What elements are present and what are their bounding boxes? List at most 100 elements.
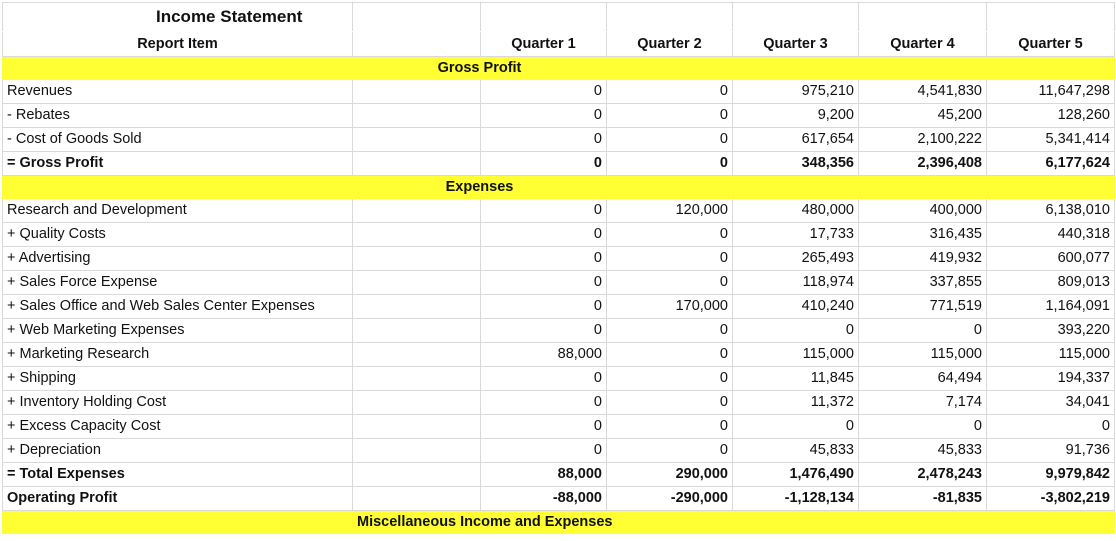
quarter-5-value[interactable]: 809,013 (986, 270, 1115, 295)
quarter-1-value[interactable]: 0 (480, 366, 607, 391)
quarter-3-value[interactable]: 480,000 (732, 198, 859, 223)
row-label[interactable]: + Inventory Holding Cost (2, 390, 353, 415)
quarter-3-value[interactable]: 617,654 (732, 127, 859, 152)
quarter-4-header[interactable]: Quarter 4 (858, 31, 987, 57)
quarter-1-value[interactable]: 0 (480, 103, 607, 128)
quarter-5-value[interactable]: 0 (986, 414, 1115, 439)
quarter-4-value[interactable]: 4,541,830 (858, 79, 987, 104)
quarter-4-value[interactable]: 2,100,222 (858, 127, 987, 152)
quarter-1-value[interactable]: 0 (480, 270, 607, 295)
quarter-4-value[interactable]: 7,174 (858, 390, 987, 415)
row-label[interactable]: + Excess Capacity Cost (2, 414, 353, 439)
quarter-4-value[interactable]: -81,835 (858, 486, 987, 511)
quarter-5-value[interactable]: 393,220 (986, 318, 1115, 343)
quarter-4-value[interactable]: 337,855 (858, 270, 987, 295)
quarter-3-value[interactable]: 975,210 (732, 79, 859, 104)
row-label[interactable]: + Advertising (2, 246, 353, 271)
quarter-1-value[interactable]: 0 (480, 127, 607, 152)
quarter-1-value[interactable]: 0 (480, 414, 607, 439)
expenses-section-label[interactable]: Expenses (352, 175, 607, 199)
row-label[interactable]: + Sales Force Expense (2, 270, 353, 295)
quarter-1-value[interactable]: 88,000 (480, 462, 607, 487)
quarter-2-value[interactable]: 0 (606, 103, 733, 128)
quarter-3-value[interactable]: 265,493 (732, 246, 859, 271)
quarter-2-value[interactable]: 290,000 (606, 462, 733, 487)
quarter-5-value[interactable]: 1,164,091 (986, 294, 1115, 319)
row-label[interactable]: Revenues (2, 79, 353, 104)
quarter-5-value[interactable]: 6,138,010 (986, 198, 1115, 223)
quarter-2-value[interactable]: 120,000 (606, 198, 733, 223)
quarter-4-value[interactable]: 400,000 (858, 198, 987, 223)
quarter-4-value[interactable]: 419,932 (858, 246, 987, 271)
quarter-1-value[interactable]: 0 (480, 246, 607, 271)
quarter-2-value[interactable]: 0 (606, 438, 733, 463)
quarter-2-value[interactable]: 170,000 (606, 294, 733, 319)
quarter-4-value[interactable]: 0 (858, 318, 987, 343)
report-item-header[interactable]: Report Item (2, 31, 353, 57)
row-label[interactable]: = Gross Profit (2, 151, 353, 176)
quarter-5-value[interactable]: 6,177,624 (986, 151, 1115, 176)
quarter-3-value[interactable]: 1,476,490 (732, 462, 859, 487)
quarter-1-value[interactable]: 0 (480, 438, 607, 463)
quarter-5-value[interactable]: 194,337 (986, 366, 1115, 391)
quarter-5-value[interactable]: 440,318 (986, 222, 1115, 247)
quarter-1-value[interactable]: -88,000 (480, 486, 607, 511)
row-label[interactable]: Operating Profit (2, 486, 353, 511)
quarter-2-header[interactable]: Quarter 2 (606, 31, 733, 57)
row-label[interactable]: Research and Development (2, 198, 353, 223)
statement-title[interactable]: Income Statement (2, 2, 353, 32)
quarter-5-value[interactable]: -3,802,219 (986, 486, 1115, 511)
quarter-2-value[interactable]: 0 (606, 390, 733, 415)
quarter-3-value[interactable]: 0 (732, 318, 859, 343)
quarter-5-value[interactable]: 128,260 (986, 103, 1115, 128)
quarter-4-value[interactable]: 0 (858, 414, 987, 439)
quarter-4-value[interactable]: 316,435 (858, 222, 987, 247)
quarter-3-value[interactable]: -1,128,134 (732, 486, 859, 511)
quarter-2-value[interactable]: 0 (606, 222, 733, 247)
quarter-1-value[interactable]: 0 (480, 198, 607, 223)
quarter-3-value[interactable]: 118,974 (732, 270, 859, 295)
quarter-4-value[interactable]: 115,000 (858, 342, 987, 367)
row-label[interactable]: + Marketing Research (2, 342, 353, 367)
quarter-3-value[interactable]: 410,240 (732, 294, 859, 319)
row-label[interactable]: - Cost of Goods Sold (2, 127, 353, 152)
quarter-4-value[interactable]: 2,478,243 (858, 462, 987, 487)
quarter-5-header[interactable]: Quarter 5 (986, 31, 1115, 57)
quarter-1-value[interactable]: 0 (480, 294, 607, 319)
row-label[interactable]: + Web Marketing Expenses (2, 318, 353, 343)
quarter-2-value[interactable]: 0 (606, 366, 733, 391)
row-label[interactable]: + Depreciation (2, 438, 353, 463)
quarter-5-value[interactable]: 34,041 (986, 390, 1115, 415)
quarter-5-value[interactable]: 11,647,298 (986, 79, 1115, 104)
quarter-1-header[interactable]: Quarter 1 (480, 31, 607, 57)
quarter-4-value[interactable]: 771,519 (858, 294, 987, 319)
quarter-4-value[interactable]: 64,494 (858, 366, 987, 391)
quarter-5-value[interactable]: 91,736 (986, 438, 1115, 463)
quarter-2-value[interactable]: 0 (606, 318, 733, 343)
quarter-2-value[interactable]: 0 (606, 79, 733, 104)
quarter-1-value[interactable]: 0 (480, 222, 607, 247)
quarter-2-value[interactable]: -290,000 (606, 486, 733, 511)
quarter-2-value[interactable]: 0 (606, 342, 733, 367)
quarter-1-value[interactable]: 0 (480, 390, 607, 415)
quarter-3-value[interactable]: 11,845 (732, 366, 859, 391)
row-label[interactable]: + Shipping (2, 366, 353, 391)
gross-profit-section-label[interactable]: Gross Profit (352, 56, 607, 80)
quarter-4-value[interactable]: 2,396,408 (858, 151, 987, 176)
misc-section-label[interactable]: Miscellaneous Income and Expenses (352, 510, 612, 534)
quarter-3-value[interactable]: 11,372 (732, 390, 859, 415)
quarter-3-value[interactable]: 115,000 (732, 342, 859, 367)
quarter-3-value[interactable]: 45,833 (732, 438, 859, 463)
quarter-2-value[interactable]: 0 (606, 151, 733, 176)
row-label[interactable]: - Rebates (2, 103, 353, 128)
quarter-2-value[interactable]: 0 (606, 246, 733, 271)
quarter-3-value[interactable]: 17,733 (732, 222, 859, 247)
quarter-3-value[interactable]: 348,356 (732, 151, 859, 176)
quarter-5-value[interactable]: 5,341,414 (986, 127, 1115, 152)
quarter-3-value[interactable]: 0 (732, 414, 859, 439)
row-label[interactable]: = Total Expenses (2, 462, 353, 487)
quarter-1-value[interactable]: 88,000 (480, 342, 607, 367)
quarter-4-value[interactable]: 45,833 (858, 438, 987, 463)
quarter-2-value[interactable]: 0 (606, 270, 733, 295)
quarter-1-value[interactable]: 0 (480, 318, 607, 343)
